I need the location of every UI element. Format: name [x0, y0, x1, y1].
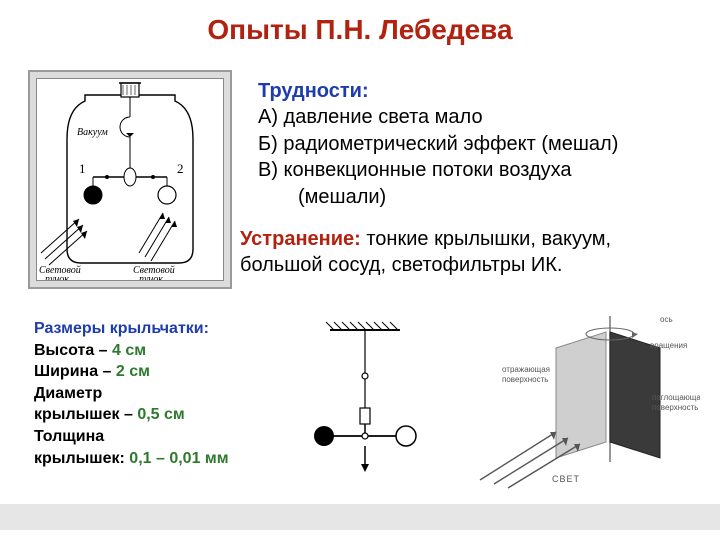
abs1: поглощающая	[652, 393, 700, 402]
dims-thick-label2: крылышек:	[34, 450, 129, 467]
dims-diam-label1: Диаметр	[34, 385, 102, 402]
diff-c1: В) конвекционные потоки воздуха	[258, 159, 572, 181]
abs2: поверхность	[652, 403, 698, 412]
label-2: 2	[177, 161, 184, 176]
elim-rest1: тонкие крылышки, вакуум,	[361, 228, 611, 250]
surfaces-figure: ось вращения отражающая поверхность погл…	[460, 312, 700, 492]
light-label: СВЕТ	[552, 474, 580, 484]
apparatus-figure: Вакуум 1 2 Световой пучок Световой пучок	[36, 78, 224, 281]
difficulties-block: Трудности: А) давление света мало Б) рад…	[258, 78, 698, 210]
refl1: отражающая	[502, 365, 550, 374]
beam-left-2: пучок	[45, 274, 69, 280]
dims-width-label: Ширина –	[34, 363, 116, 380]
vacuum-label: Вакуум	[77, 127, 108, 138]
axis-label: ось	[660, 315, 673, 324]
refl2: поверхность	[502, 375, 548, 384]
dims-thick-value: 0,1 – 0,01 мм	[129, 450, 228, 467]
vane-sketch	[290, 318, 440, 478]
dims-diam-value: 0,5 см	[137, 406, 184, 423]
slide-title: Опыты П.Н. Лебедева	[0, 14, 720, 46]
dims-height-value: 4 см	[112, 342, 146, 359]
diff-a: А) давление света мало	[258, 106, 483, 128]
rotation-label: вращения	[650, 341, 687, 350]
apparatus-figure-box: Вакуум 1 2 Световой пучок Световой пучок	[28, 70, 232, 289]
elimination-block: Устранение: тонкие крылышки, вакуум, бол…	[240, 226, 710, 279]
diff-c2: (мешали)	[258, 186, 386, 208]
dims-heading: Размеры крыльчатки:	[34, 320, 209, 337]
label-1: 1	[79, 161, 86, 176]
diff-b: Б) радиометрический эффект (мешал)	[258, 133, 618, 155]
difficulties-heading: Трудности:	[258, 80, 369, 102]
beam-right-2: пучок	[139, 274, 163, 280]
elimination-heading: Устранение:	[240, 228, 361, 250]
elim-line2: большой сосуд, светофильтры ИК.	[240, 254, 562, 276]
dimensions-block: Размеры крыльчатки: Высота – 4 см Ширина…	[34, 318, 264, 469]
dims-height-label: Высота –	[34, 342, 112, 359]
dims-width-value: 2 см	[116, 363, 150, 380]
dims-diam-label2: крылышек –	[34, 406, 137, 423]
footer-bar	[0, 504, 720, 530]
dims-thick-label1: Толщина	[34, 428, 104, 445]
